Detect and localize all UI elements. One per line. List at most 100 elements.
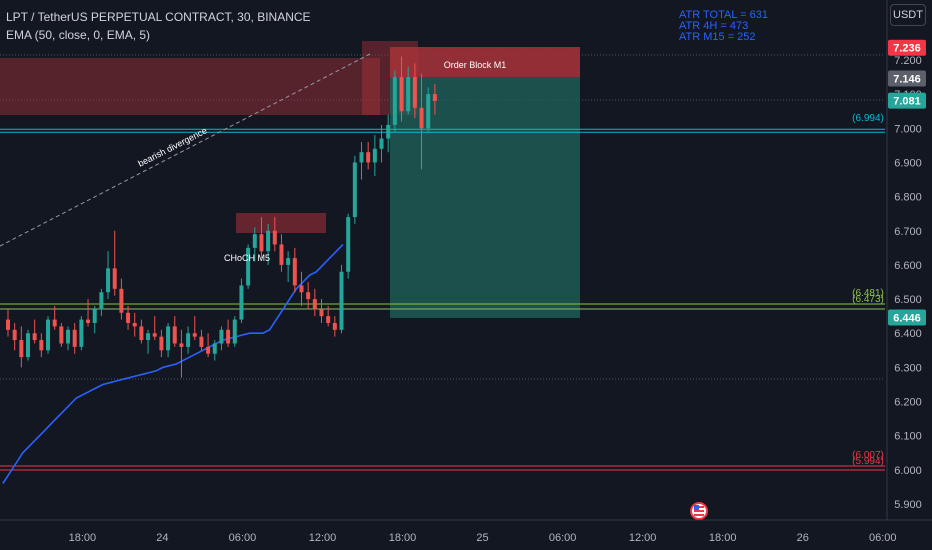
candle-body [99, 292, 104, 310]
candle-body [139, 326, 144, 341]
candle-body [266, 230, 271, 252]
level-label-6446: 6.446 [893, 313, 921, 325]
candle-body [112, 268, 117, 289]
flag-canton [694, 505, 699, 510]
time-tick-label: 06:00 [549, 532, 577, 544]
price-tick-label: 7.000 [894, 123, 922, 135]
candle-body [179, 343, 184, 347]
red-level-label: (6.007) [852, 450, 884, 461]
candle-body [346, 217, 351, 272]
usa-flag-icon [690, 502, 708, 520]
candle-body [292, 258, 297, 286]
level-label-7236-bg [888, 39, 926, 56]
time-axis: 18:00 24 06:00 12:00 18:00 25 06:00 12:00 18:00 2… [0, 519, 932, 544]
price-tick-label: 6.500 [894, 294, 922, 306]
candle-body [412, 77, 417, 108]
candle-body [312, 299, 317, 310]
time-tick-label: 06:00 [869, 532, 897, 544]
candle-body [379, 138, 384, 149]
time-tick-label: 12:00 [309, 532, 337, 544]
green-level-label: (6.481) [852, 288, 884, 299]
candle-body [119, 288, 124, 313]
candle-body [246, 247, 251, 286]
candle-body [92, 309, 97, 323]
time-tick-label: 26 [797, 532, 809, 544]
candle-body [232, 319, 237, 344]
candle-body [259, 234, 264, 252]
candle-body [332, 322, 337, 330]
choch-zone [236, 213, 326, 233]
candle-body [199, 336, 204, 347]
candle-body [72, 329, 77, 347]
time-tick-label: 18:00 [69, 532, 97, 544]
time-tick-label: 12:00 [629, 532, 657, 544]
candle-body [406, 77, 411, 112]
candle-body [212, 343, 217, 354]
level-label-7236: 7.236 [893, 43, 921, 55]
candle-body [432, 94, 437, 101]
candle-body [86, 319, 91, 323]
candle-body [32, 333, 37, 341]
candle-body [286, 258, 291, 265]
currency-button[interactable]: USDT [890, 4, 926, 26]
target-zone [390, 77, 580, 318]
red-level-label-2: (5.994) [852, 456, 884, 467]
atr-m15: ATR M15 = 252 [679, 31, 756, 43]
candle-body [152, 333, 157, 337]
green-level-label-2: (6.473) [852, 294, 884, 305]
candle-body [226, 329, 231, 344]
candle-body [366, 152, 371, 163]
price-tick-label: 6.600 [894, 260, 922, 272]
level-label-7146-bg [888, 70, 926, 87]
order-block-label: Order Block M1 [444, 60, 507, 70]
atr-4h: ATR 4H = 473 [679, 20, 749, 32]
candle-body [6, 319, 10, 330]
candle-body [19, 340, 24, 358]
candle-body [239, 285, 244, 320]
candle-body [46, 319, 51, 351]
time-tick-label: 25 [476, 532, 488, 544]
price-tick-label: 7.200 [894, 55, 922, 67]
time-tick-label: 18:00 [709, 532, 737, 544]
candle-body [192, 333, 197, 337]
candle-body [26, 333, 31, 358]
candle-body [186, 333, 191, 347]
candle-body [386, 124, 391, 139]
indicator-label: EMA (50, close, 0, EMA, 5) [6, 28, 151, 42]
time-tick-label: 18:00 [389, 532, 417, 544]
candles [6, 56, 437, 378]
candle-body [172, 326, 177, 344]
candle-body [399, 77, 404, 112]
candle-body [352, 162, 357, 218]
candle-body [219, 329, 224, 344]
candle-body [299, 285, 304, 293]
candle-body [12, 329, 17, 341]
candle-body [146, 333, 151, 341]
flag-stripe [694, 510, 704, 512]
candle-body [359, 152, 364, 163]
level-label-6446-bg [888, 309, 926, 326]
candle-body [306, 292, 311, 300]
candle-body [126, 312, 131, 323]
price-tick-label: 6.000 [894, 465, 922, 477]
order-block-zone-left [0, 58, 380, 115]
candle-body [392, 77, 397, 125]
time-tick-label: 06:00 [229, 532, 257, 544]
candle-body [426, 94, 431, 129]
candle-body [66, 329, 71, 344]
level-label-7081: 7.081 [893, 96, 921, 108]
candle-body [252, 234, 257, 248]
candle-body [166, 326, 171, 351]
candle-body [106, 268, 111, 293]
candle-body [159, 336, 164, 351]
price-tick-label: 6.100 [894, 431, 922, 443]
price-axis: 7.2007.1007.0006.9006.8006.7006.6006.500… [886, 0, 926, 520]
candle-body [132, 322, 137, 327]
ema-layer [2, 243, 344, 484]
horizontal-levels [0, 128, 885, 471]
candle-body [52, 319, 57, 327]
price-tick-label: 6.900 [894, 157, 922, 169]
price-tick-label: 6.800 [894, 192, 922, 204]
candle-body [279, 244, 284, 265]
